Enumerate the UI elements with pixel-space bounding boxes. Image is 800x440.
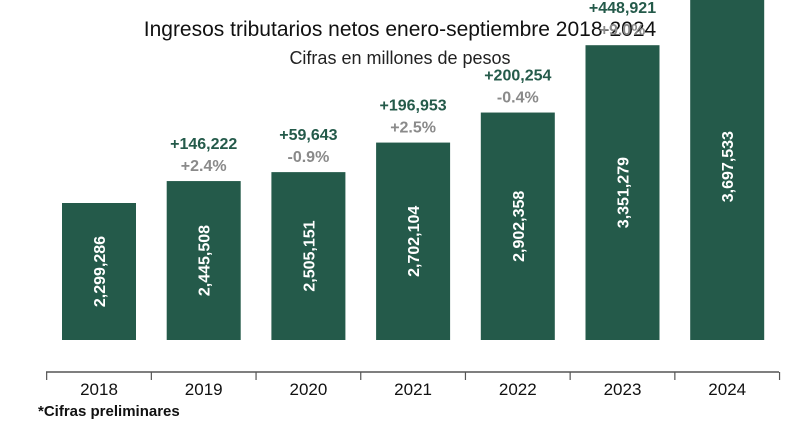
x-axis: 2018 2019 2020 2021 2022 2023 2024 [46, 371, 781, 399]
change-pct-label-2020: -0.9% [288, 149, 330, 166]
bar-value-label-2024: 3,697,533 [720, 131, 737, 202]
bar-value-label-2022: 2,902,358 [511, 191, 528, 262]
change-abs-label-2023: +448,921 [589, 0, 656, 17]
bar-2021 [376, 142, 451, 340]
x-tick-label-2024: 2024 [708, 380, 746, 399]
x-tick-label-2020: 2020 [289, 380, 327, 399]
x-tick-label-2018: 2018 [80, 380, 118, 399]
bars-group: 2,299,286 2,445,508 +146,222 +2.4% 2,505,151… [62, 0, 765, 341]
bar-value-label-2021: 2,702,104 [406, 206, 423, 277]
bar-value-label-2019: 2,445,508 [197, 225, 214, 296]
bar-2023 [585, 45, 660, 340]
bar-2019 [166, 181, 241, 340]
change-abs-label-2022: +200,254 [484, 68, 551, 85]
change-pct-label-2019: +2.4% [181, 158, 227, 175]
change-pct-label-2021: +2.5% [390, 120, 436, 137]
chart-title: Ingresos tributarios netos enero-septiem… [144, 18, 657, 41]
x-tick-label-2022: 2022 [499, 380, 537, 399]
x-tick-label-2021: 2021 [394, 380, 432, 399]
bar-2018 [62, 203, 136, 340]
chart-subtitle: Cifras en millones de pesos [289, 48, 510, 68]
bar-2020 [271, 172, 346, 340]
change-abs-label-2020: +59,643 [279, 127, 337, 144]
change-abs-label-2021: +196,953 [380, 98, 447, 115]
change-pct-label-2023: +9.0% [600, 22, 646, 39]
footnote: *Cifras preliminares [38, 403, 180, 420]
x-tick-label-2019: 2019 [185, 380, 223, 399]
bar-2022 [480, 112, 555, 340]
change-pct-label-2022: -0.4% [497, 90, 539, 107]
bar-2024 [690, 0, 765, 341]
x-tick-label-2023: 2023 [604, 380, 642, 399]
change-abs-label-2019: +146,222 [170, 136, 237, 153]
bar-value-label-2020: 2,505,151 [301, 220, 318, 291]
bar-value-label-2023: 3,351,279 [616, 157, 633, 228]
bar-value-label-2018: 2,299,286 [92, 236, 109, 307]
